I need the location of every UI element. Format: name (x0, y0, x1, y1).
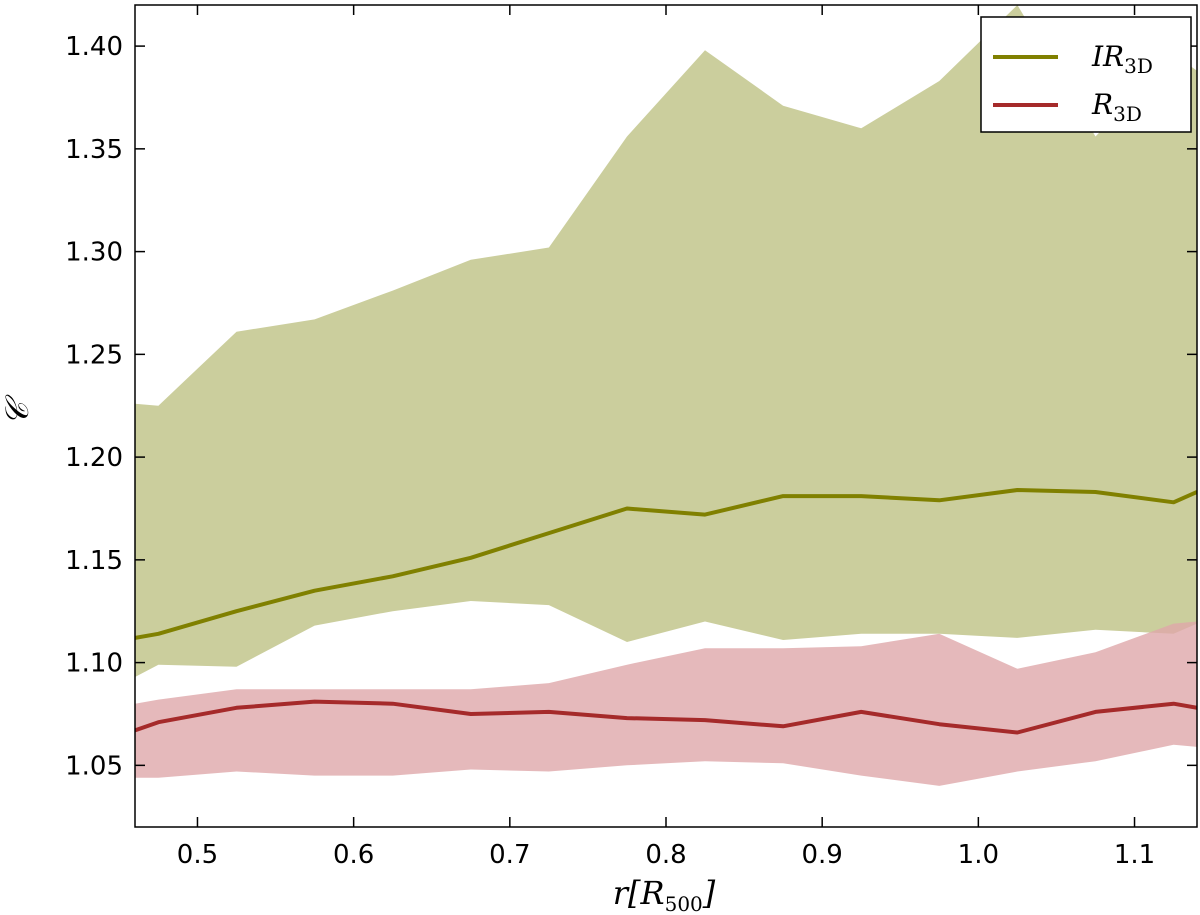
y-axis-label: 𝒞 (0, 394, 36, 426)
confidence-bands (135, 5, 1197, 786)
band-r3d (135, 621, 1197, 786)
x-tick-label: 0.5 (177, 840, 218, 870)
legend-label-r3d-sub: 3D (1113, 102, 1142, 126)
line-ir3d (135, 488, 1197, 640)
legend-label-r3d: R3D (1091, 88, 1142, 126)
y-axis-ticks: 1.05 1.10 1.15 1.20 1.25 1.30 1.35 1.40 (65, 32, 1197, 781)
x-tick-label: 1.0 (958, 840, 999, 870)
x-axis-label: r[R500] (613, 874, 716, 915)
legend-label-r3d-main: R (1091, 88, 1113, 121)
legend: IR3D R3D (980, 16, 1192, 133)
x-tick-label: 0.6 (333, 840, 374, 870)
y-tick-label: 1.10 (65, 649, 123, 679)
y-tick-label: 1.15 (65, 546, 123, 576)
x-axis-ticks: 0.5 0.6 0.7 0.8 0.9 1.0 1.1 (177, 5, 1155, 870)
legend-label-ir3d-sub: 3D (1124, 54, 1153, 78)
x-axis-label-main: r[R (613, 874, 665, 912)
x-tick-label: 0.9 (801, 840, 842, 870)
y-tick-label: 1.25 (65, 340, 123, 370)
x-tick-label: 0.8 (645, 840, 686, 870)
y-tick-label: 1.05 (65, 751, 123, 781)
legend-label-ir3d: IR3D (1091, 40, 1153, 78)
x-tick-label: 0.7 (489, 840, 530, 870)
x-tick-label: 1.1 (1114, 840, 1155, 870)
y-tick-label: 1.35 (65, 135, 123, 165)
legend-label-ir3d-main: IR (1091, 40, 1124, 73)
x-axis-label-sub: 500 (665, 892, 703, 915)
series-lines (135, 488, 1197, 735)
y-tick-label: 1.30 (65, 238, 123, 268)
legend-box (980, 16, 1192, 133)
x-axis-label-end: ] (702, 874, 716, 912)
y-tick-label: 1.20 (65, 443, 123, 473)
band-ir3d (135, 5, 1197, 677)
y-tick-label: 1.40 (65, 32, 123, 62)
line-r3d (135, 699, 1197, 735)
